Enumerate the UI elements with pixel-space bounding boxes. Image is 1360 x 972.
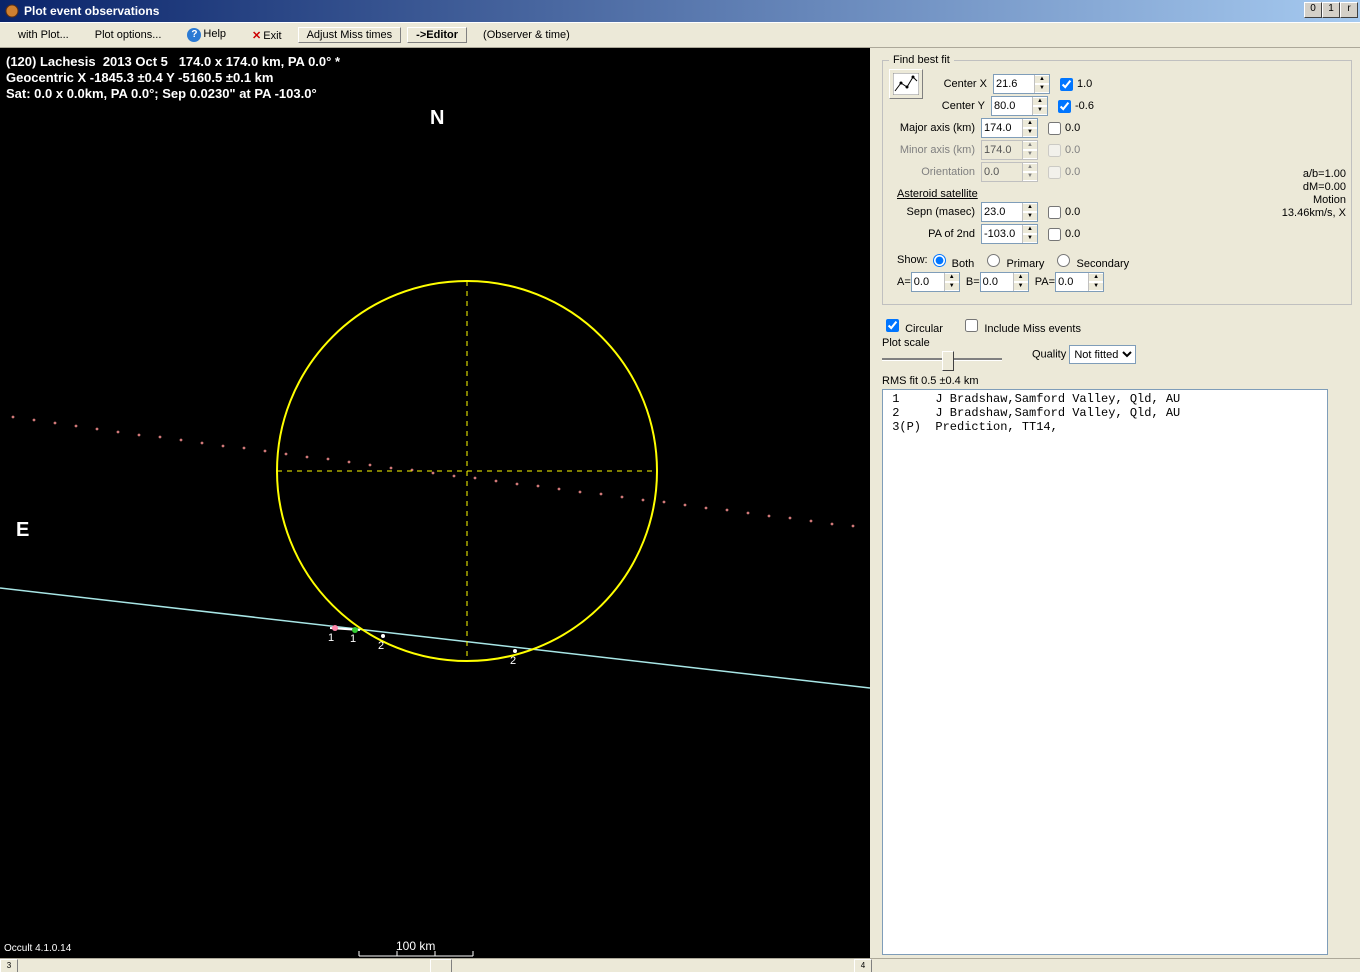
sepn-offset: 0.0: [1065, 206, 1091, 218]
plot-canvas[interactable]: 1 1 2 2 N E 100 km (120) Lachesis 2013 Oct 5 1…: [0, 48, 870, 958]
center-y-checkbox[interactable]: [1058, 100, 1071, 113]
orientation-checkbox: [1048, 166, 1061, 179]
version-label: Occult 4.1.0.14: [4, 943, 71, 954]
show-both-radio[interactable]: Both: [928, 251, 975, 270]
center-x-label: Center X: [935, 78, 987, 90]
plot-header-text: (120) Lachesis 2013 Oct 5 174.0 x 174.0 …: [6, 54, 340, 102]
scroll-thumb[interactable]: [430, 959, 452, 972]
fit-icon: [893, 73, 919, 95]
show-primary-radio[interactable]: Primary: [982, 251, 1044, 270]
PA-label: PA=: [1035, 276, 1055, 288]
scroll-right-button[interactable]: 4: [854, 959, 872, 972]
minor-axis-checkbox: [1048, 144, 1061, 157]
menu-plot-options[interactable]: Plot options...: [85, 27, 172, 43]
A-input[interactable]: ▲▼: [911, 272, 960, 292]
pa-2nd-offset: 0.0: [1065, 228, 1091, 240]
B-label: B=: [966, 276, 980, 288]
menu-help[interactable]: ?Help: [177, 26, 236, 44]
sepn-label: Sepn (masec): [889, 206, 975, 218]
center-x-checkbox[interactable]: [1060, 78, 1073, 91]
app-icon: [4, 3, 20, 19]
adjust-miss-times-button[interactable]: Adjust Miss times: [298, 27, 402, 43]
asteroid-satellite-legend: Asteroid satellite: [897, 188, 1345, 200]
window-title: Plot event observations: [24, 4, 159, 18]
minimize-button[interactable]: 0: [1304, 2, 1322, 18]
menu-with-plot[interactable]: with Plot...: [8, 27, 79, 43]
help-icon: ?: [187, 28, 201, 42]
svg-text:100 km: 100 km: [396, 939, 435, 953]
center-x-input[interactable]: ▲▼: [993, 74, 1050, 94]
exit-icon: ✕: [252, 30, 261, 42]
include-miss-checkbox[interactable]: Include Miss events: [961, 316, 1081, 335]
editor-button[interactable]: ->Editor: [407, 27, 467, 43]
observer-list[interactable]: [882, 389, 1328, 955]
center-x-offset: 1.0: [1077, 78, 1103, 90]
show-label: Show:: [897, 254, 928, 266]
circular-checkbox[interactable]: Circular: [882, 316, 943, 335]
quality-label: Quality: [1032, 349, 1066, 361]
show-secondary-radio[interactable]: Secondary: [1052, 251, 1129, 270]
minor-axis-input: ▲▼: [981, 140, 1038, 160]
scroll-left-button[interactable]: 3: [0, 959, 18, 972]
plot-scale-label: Plot scale: [882, 337, 1002, 349]
fit-legend: Find best fit: [889, 54, 954, 66]
center-y-input[interactable]: ▲▼: [991, 96, 1048, 116]
svg-text:2: 2: [510, 655, 516, 667]
orientation-input: ▲▼: [981, 162, 1038, 182]
major-axis-checkbox[interactable]: [1048, 122, 1061, 135]
svg-text:1: 1: [328, 632, 334, 644]
PA-input[interactable]: ▲▼: [1055, 272, 1104, 292]
orientation-label: Orientation: [889, 166, 975, 178]
menu-bar: with Plot... Plot options... ?Help ✕Exit…: [0, 22, 1360, 48]
major-axis-offset: 0.0: [1065, 122, 1091, 134]
svg-text:2: 2: [378, 640, 384, 652]
maximize-button[interactable]: 1: [1322, 2, 1340, 18]
pa-2nd-label: PA of 2nd: [889, 228, 975, 240]
A-label: A=: [897, 276, 911, 288]
fit-run-button[interactable]: [889, 69, 923, 99]
menu-exit[interactable]: ✕Exit: [242, 27, 292, 44]
minor-axis-label: Minor axis (km): [889, 144, 975, 156]
svg-text:E: E: [16, 519, 29, 541]
svg-text:N: N: [430, 107, 444, 129]
pa-2nd-checkbox[interactable]: [1048, 228, 1061, 241]
horizontal-scrollbar[interactable]: 3 4: [0, 958, 1360, 972]
fit-readout: a/b=1.00 dM=0.00 Motion 13.46km/s, X: [1282, 168, 1346, 220]
major-axis-label: Major axis (km): [889, 122, 975, 134]
quality-select[interactable]: Not fitted: [1069, 345, 1136, 364]
sepn-checkbox[interactable]: [1048, 206, 1061, 219]
plot-scale-slider[interactable]: [882, 349, 1002, 369]
rms-label: RMS fit 0.5 ±0.4 km: [882, 375, 1352, 387]
title-bar: Plot event observations 0 1 r: [0, 0, 1360, 22]
major-axis-input[interactable]: ▲▼: [981, 118, 1038, 138]
close-button[interactable]: r: [1340, 2, 1358, 18]
B-input[interactable]: ▲▼: [980, 272, 1029, 292]
orientation-offset: 0.0: [1065, 166, 1091, 178]
center-y-offset: -0.6: [1075, 100, 1101, 112]
plot-svg: 1 1 2 2 N E 100 km: [0, 48, 870, 958]
sepn-input[interactable]: ▲▼: [981, 202, 1038, 222]
pa-2nd-input[interactable]: ▲▼: [981, 224, 1038, 244]
side-panel: Find best fit Center X ▲▼ 1.0 Center Y ▲…: [870, 48, 1360, 958]
minor-axis-offset: 0.0: [1065, 144, 1091, 156]
svg-text:1: 1: [350, 633, 356, 645]
menu-observer-time[interactable]: (Observer & time): [473, 27, 580, 43]
center-y-label: Center Y: [933, 100, 985, 112]
